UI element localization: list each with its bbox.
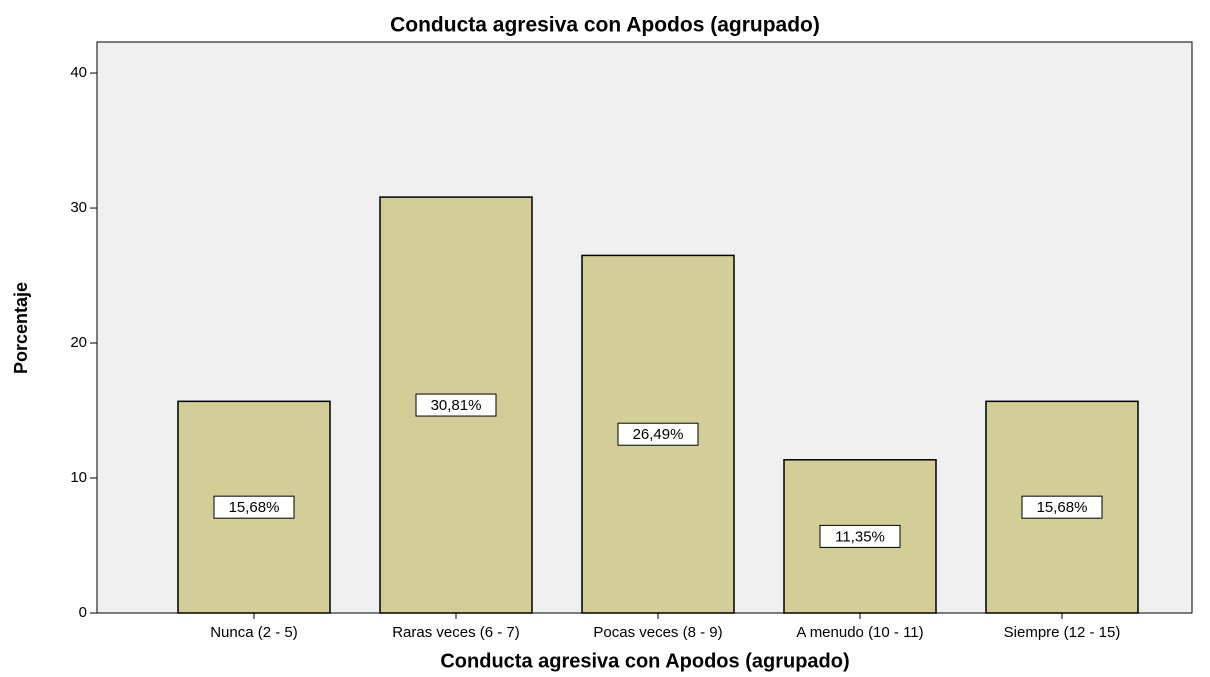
value-label: 11,35% (835, 528, 885, 545)
value-label-box (213, 495, 295, 519)
chart-title: Conducta agresiva con Apodos (agrupado) (390, 14, 820, 37)
x-tick-label: Raras veces (6 - 7) (392, 624, 520, 641)
y-tick-label: 0 (79, 604, 87, 621)
y-tick-label: 20 (70, 334, 87, 351)
y-tick-label: 40 (70, 64, 87, 81)
value-label-box (1021, 495, 1103, 519)
y-axis-title: Porcentaje (11, 282, 31, 374)
x-tick-label: Pocas veces (8 - 9) (593, 624, 722, 641)
value-label: 26,49% (633, 426, 684, 443)
x-axis-title: Conducta agresiva con Apodos (agrupado) (440, 650, 849, 672)
value-label-box (617, 422, 699, 446)
value-label-box (415, 393, 497, 417)
y-tick-label: 30 (70, 199, 87, 216)
value-label: 30,81% (431, 397, 482, 414)
x-tick-label: Nunca (2 - 5) (210, 624, 298, 641)
value-label: 15,68% (1037, 499, 1088, 516)
value-label-box (819, 524, 901, 548)
value-label: 15,68% (229, 499, 280, 516)
x-tick-label: A menudo (10 - 11) (796, 624, 923, 641)
y-tick-label: 10 (70, 469, 87, 486)
x-tick-label: Siempre (12 - 15) (1004, 624, 1121, 641)
